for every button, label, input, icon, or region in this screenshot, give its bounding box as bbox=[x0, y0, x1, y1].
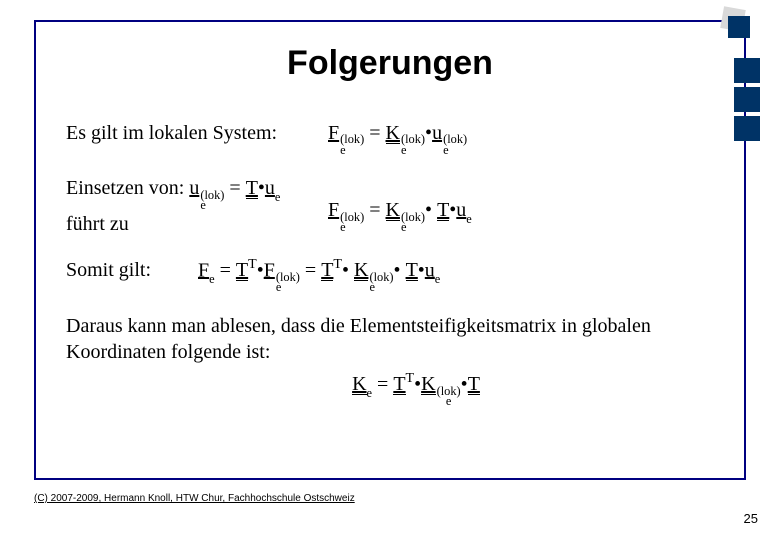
slide-title: Folgerungen bbox=[0, 44, 780, 83]
equation-global-stiffness: Ke = TT•K(lok)e•T bbox=[176, 371, 656, 407]
equation-2: F(lok)e = K(lok)e• T•ue bbox=[328, 175, 472, 232]
side-bar-2 bbox=[734, 87, 760, 112]
logo-square-front bbox=[728, 16, 750, 38]
label-substitution: Einsetzen von: u(lok)e = T•ue führt zu bbox=[66, 175, 328, 236]
equation-3: Fe = TT•F(lok)e = TT• K(lok)e• T•ue bbox=[198, 257, 440, 293]
label-local-system: Es gilt im lokalen System: bbox=[66, 120, 328, 146]
label-sub-eq: u(lok)e = T•ue bbox=[189, 177, 280, 199]
side-bar-3 bbox=[734, 116, 760, 141]
conclusion-paragraph: Daraus kann man ablesen, dass die Elemen… bbox=[66, 313, 716, 365]
slide: Folgerungen Es gilt im lokalen System: F… bbox=[0, 0, 780, 540]
equation-1: F(lok)e = K(lok)e•u(lok)e bbox=[328, 120, 467, 155]
page-number: 25 bbox=[744, 511, 758, 526]
label-therefore: Somit gilt: bbox=[66, 257, 198, 283]
row-substitution: Einsetzen von: u(lok)e = T•ue führt zu F… bbox=[66, 175, 716, 236]
row-therefore: Somit gilt: Fe = TT•F(lok)e = TT• K(lok)… bbox=[66, 257, 716, 293]
row-local-system: Es gilt im lokalen System: F(lok)e = K(l… bbox=[66, 120, 716, 155]
footer-copyright: (C) 2007-2009, Hermann Knoll, HTW Chur, … bbox=[34, 493, 355, 504]
label-sub-pre: Einsetzen von: bbox=[66, 177, 189, 199]
content-area: Es gilt im lokalen System: F(lok)e = K(l… bbox=[66, 120, 716, 407]
label-sub-post: führt zu bbox=[66, 213, 129, 235]
